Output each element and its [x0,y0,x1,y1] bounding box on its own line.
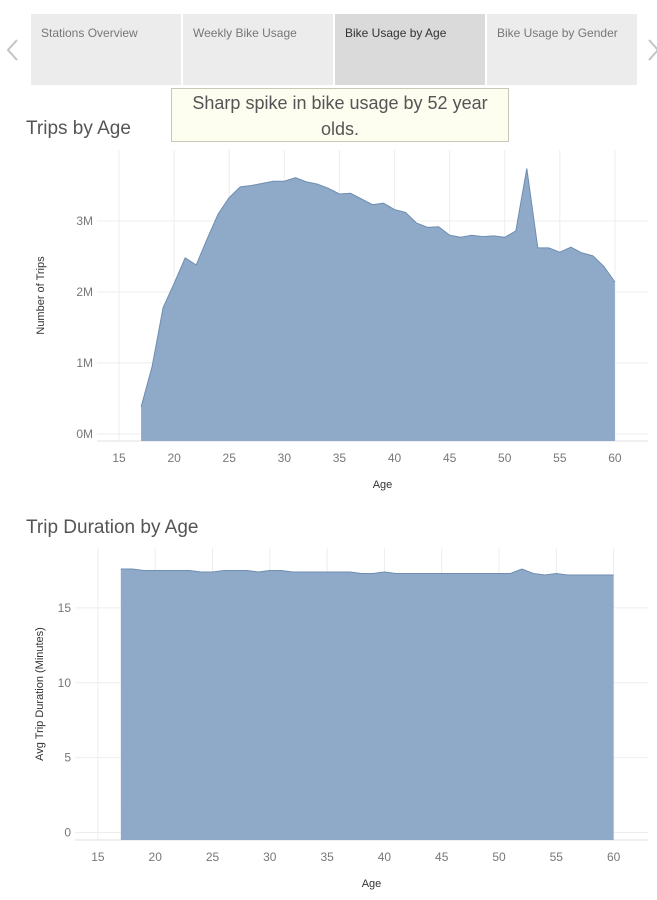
trip-duration-by-age-title: Trip Duration by Age [26,517,199,538]
x-tick-label: 60 [608,451,622,465]
y-tick-label: 15 [58,601,72,615]
y-tick-label: 1M [76,356,93,370]
y-axis-title: Avg Trip Duration (Minutes) [34,627,46,761]
y-tick-label: 2M [76,285,93,299]
x-tick-label: 15 [112,451,126,465]
area-series-line [140,168,616,408]
x-tick-label: 55 [550,850,564,864]
chevron-right-icon [648,39,657,61]
x-tick-label: 40 [378,850,392,864]
x-tick-label: 30 [278,451,292,465]
x-tick-label: 35 [320,850,334,864]
x-tick-label: 35 [333,451,347,465]
prev-story-button[interactable] [6,36,20,64]
x-tick-label: 60 [607,850,621,864]
story-caption: Sharp spike in bike usage by 52 year old… [171,88,509,142]
x-tick-label: 45 [443,451,457,465]
x-tick-label: 15 [91,850,105,864]
tab-bike-usage-by-gender[interactable]: Bike Usage by Gender [487,14,637,85]
chevron-left-icon [6,39,18,61]
x-tick-label: 25 [206,850,220,864]
y-tick-label: 5 [64,751,71,765]
trips-by-age-title: Trips by Age [26,118,131,139]
y-tick-label: 10 [58,676,72,690]
x-tick-label: 25 [223,451,237,465]
x-tick-label: 55 [553,451,567,465]
x-tick-label: 50 [498,451,512,465]
x-tick-label: 40 [388,451,402,465]
story-tabs: Stations Overview Weekly Bike Usage Bike… [31,14,637,85]
y-tick-label: 0 [64,826,71,840]
tab-weekly-bike-usage[interactable]: Weekly Bike Usage [183,14,333,85]
tab-stations-overview[interactable]: Stations Overview [31,14,181,85]
x-tick-label: 45 [435,850,449,864]
y-tick-label: 0M [76,427,93,441]
x-tick-label: 20 [149,850,163,864]
x-tick-label: 50 [492,850,506,864]
y-axis-title: Number of Trips [35,256,47,335]
tab-bike-usage-by-age[interactable]: Bike Usage by Age [335,14,485,85]
next-story-button[interactable] [646,36,657,64]
x-tick-label: 30 [263,850,277,864]
y-tick-label: 3M [76,214,93,228]
area-series [120,569,614,840]
area-series-line [120,568,614,576]
x-axis-title: Age [362,878,382,890]
x-tick-label: 20 [167,451,181,465]
x-axis-title: Age [373,479,393,491]
